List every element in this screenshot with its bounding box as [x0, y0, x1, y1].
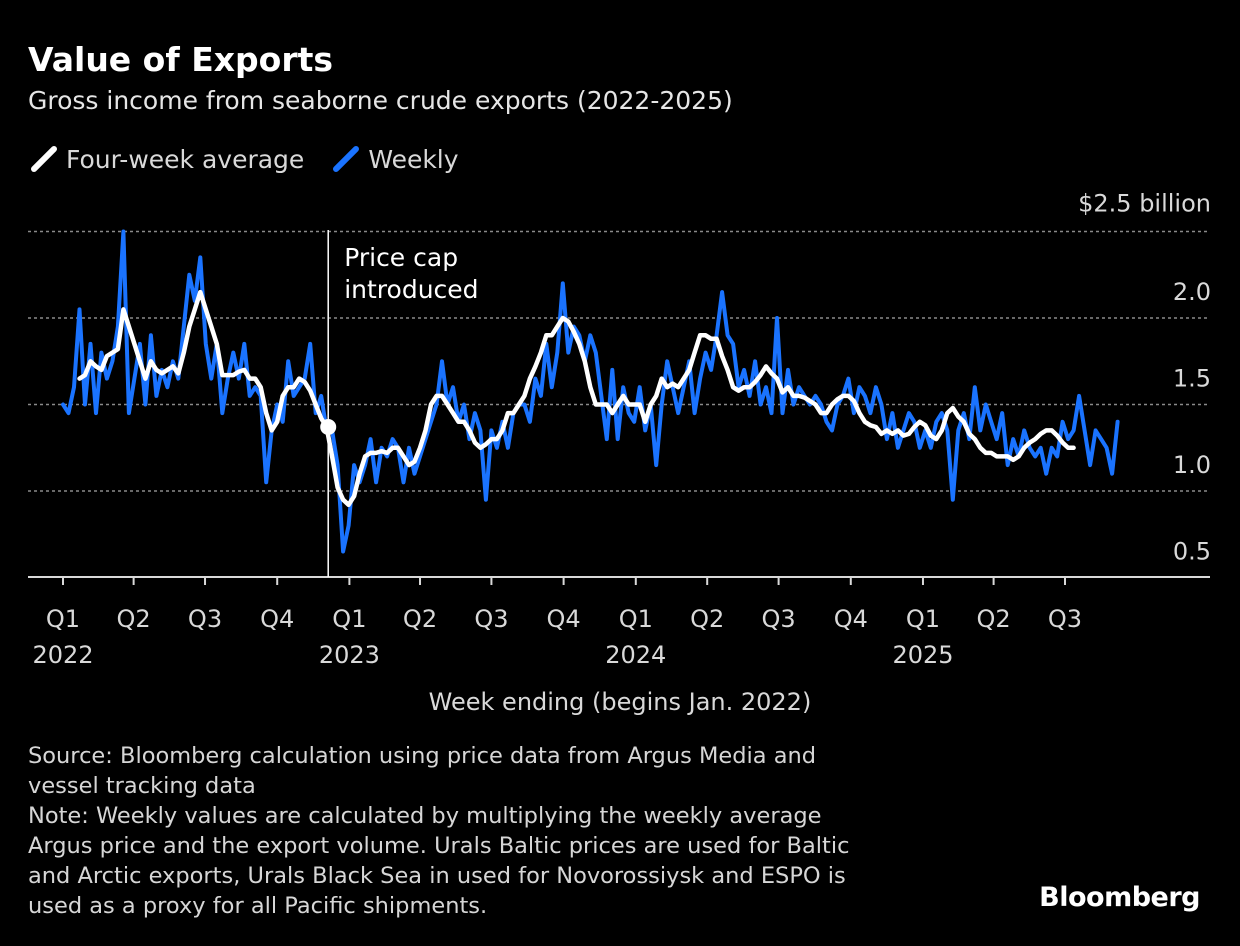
x-tick-label: Q3: [762, 605, 796, 633]
source-line: Source: Bloomberg calculation using pric…: [28, 743, 817, 769]
x-tick-label: Q4: [834, 605, 868, 633]
x-tick-label: Q1: [906, 605, 940, 633]
note-line: Note: Weekly values are calculated by mu…: [28, 803, 822, 829]
legend-swatch-blue-icon: [333, 146, 360, 172]
note-line: used as a proxy for all Pacific shipment…: [28, 893, 488, 919]
note-line: and Arctic exports, Urals Black Sea in u…: [28, 863, 846, 889]
legend-item-average: Four-week average: [28, 143, 304, 175]
x-tick-label: Q1: [46, 605, 80, 633]
price-cap-label: introduced: [344, 275, 478, 304]
chart-subtitle: Gross income from seaborne crude exports…: [28, 86, 733, 115]
y-tick-label: 1.0: [1173, 451, 1211, 479]
note-line: Argus price and the export volume. Urals…: [28, 833, 850, 859]
x-tick-label: Q1: [619, 605, 653, 633]
legend: Four-week average Weekly: [28, 142, 485, 176]
x-axis-title: Week ending (begins Jan. 2022): [429, 688, 812, 716]
y-tick-label: 0.5: [1173, 538, 1211, 566]
source-note: Source: Bloomberg calculation using pric…: [28, 741, 988, 921]
x-tick-label: Q3: [188, 605, 222, 633]
x-tick-label: Q2: [117, 605, 151, 633]
x-tick-label: Q3: [474, 605, 508, 633]
line-chart: 0.5 1.0 1.5 2.0 $2.5 billion Q1 2022 Q2 Q3 Q4 Q1 20…: [28, 190, 1211, 716]
four-week-average-line: [77, 289, 1076, 508]
x-tick-year-label: 2022: [32, 641, 93, 669]
x-tick-year-label: 2025: [892, 641, 953, 669]
x-tick-label: Q2: [690, 605, 724, 633]
y-tick-label: $2.5 billion: [1078, 190, 1211, 218]
x-tick-label: Q1: [332, 605, 366, 633]
bloomberg-logo: Bloomberg: [1039, 882, 1200, 913]
price-cap-label: Price cap: [344, 243, 458, 272]
legend-swatch-white-icon: [31, 146, 57, 172]
weekly-series-line: [61, 229, 1120, 554]
x-tick-label: Q2: [403, 605, 437, 633]
y-tick-label: 1.5: [1173, 365, 1211, 393]
y-tick-label: 2.0: [1173, 278, 1211, 306]
source-line: vessel tracking data: [28, 773, 256, 799]
price-cap-marker: [320, 418, 337, 435]
x-tick-year-label: 2024: [605, 641, 666, 669]
legend-label-weekly: Weekly: [368, 144, 459, 174]
legend-item-weekly: Weekly: [330, 143, 459, 175]
chart-title: Value of Exports: [28, 40, 334, 79]
x-tick-label: Q4: [260, 605, 294, 633]
x-tick-label: Q2: [977, 605, 1011, 633]
x-tick-label: Q4: [547, 605, 581, 633]
x-tick-label: Q3: [1048, 605, 1082, 633]
x-tick-year-label: 2023: [319, 641, 380, 669]
legend-label-average: Four-week average: [66, 144, 305, 174]
